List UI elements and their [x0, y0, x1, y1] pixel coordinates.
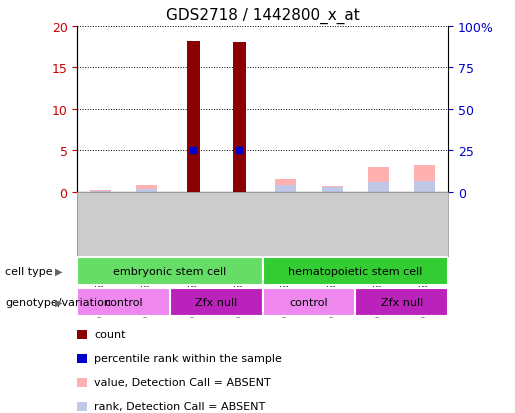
Text: count: count: [94, 330, 126, 339]
Text: percentile rank within the sample: percentile rank within the sample: [94, 354, 282, 363]
Text: cell type: cell type: [5, 266, 53, 277]
Bar: [276, 180, 296, 192]
Bar: [415, 182, 435, 192]
Text: rank, Detection Call = ABSENT: rank, Detection Call = ABSENT: [94, 401, 266, 411]
Bar: [322, 187, 342, 192]
Bar: [415, 166, 435, 192]
Text: ▶: ▶: [55, 297, 62, 308]
Bar: [90, 190, 111, 192]
Text: value, Detection Call = ABSENT: value, Detection Call = ABSENT: [94, 377, 271, 387]
Bar: [233, 43, 246, 192]
Text: Zfx null: Zfx null: [381, 297, 423, 308]
Text: Zfx null: Zfx null: [195, 297, 237, 308]
Text: genotype/variation: genotype/variation: [5, 297, 111, 308]
Bar: [77, 289, 170, 316]
Bar: [263, 289, 355, 316]
Bar: [368, 168, 389, 192]
Bar: [263, 258, 448, 285]
Text: embryonic stem cell: embryonic stem cell: [113, 266, 227, 277]
Bar: [368, 183, 389, 192]
Bar: [322, 188, 342, 192]
Bar: [77, 258, 263, 285]
Text: ▶: ▶: [55, 266, 62, 277]
Bar: [136, 190, 157, 192]
Text: hematopoietic stem cell: hematopoietic stem cell: [288, 266, 422, 277]
Bar: [186, 42, 200, 192]
Bar: [136, 186, 157, 192]
Bar: [276, 185, 296, 192]
Text: control: control: [289, 297, 329, 308]
Bar: [355, 289, 448, 316]
Text: control: control: [104, 297, 143, 308]
Title: GDS2718 / 1442800_x_at: GDS2718 / 1442800_x_at: [166, 8, 359, 24]
Bar: [170, 289, 263, 316]
